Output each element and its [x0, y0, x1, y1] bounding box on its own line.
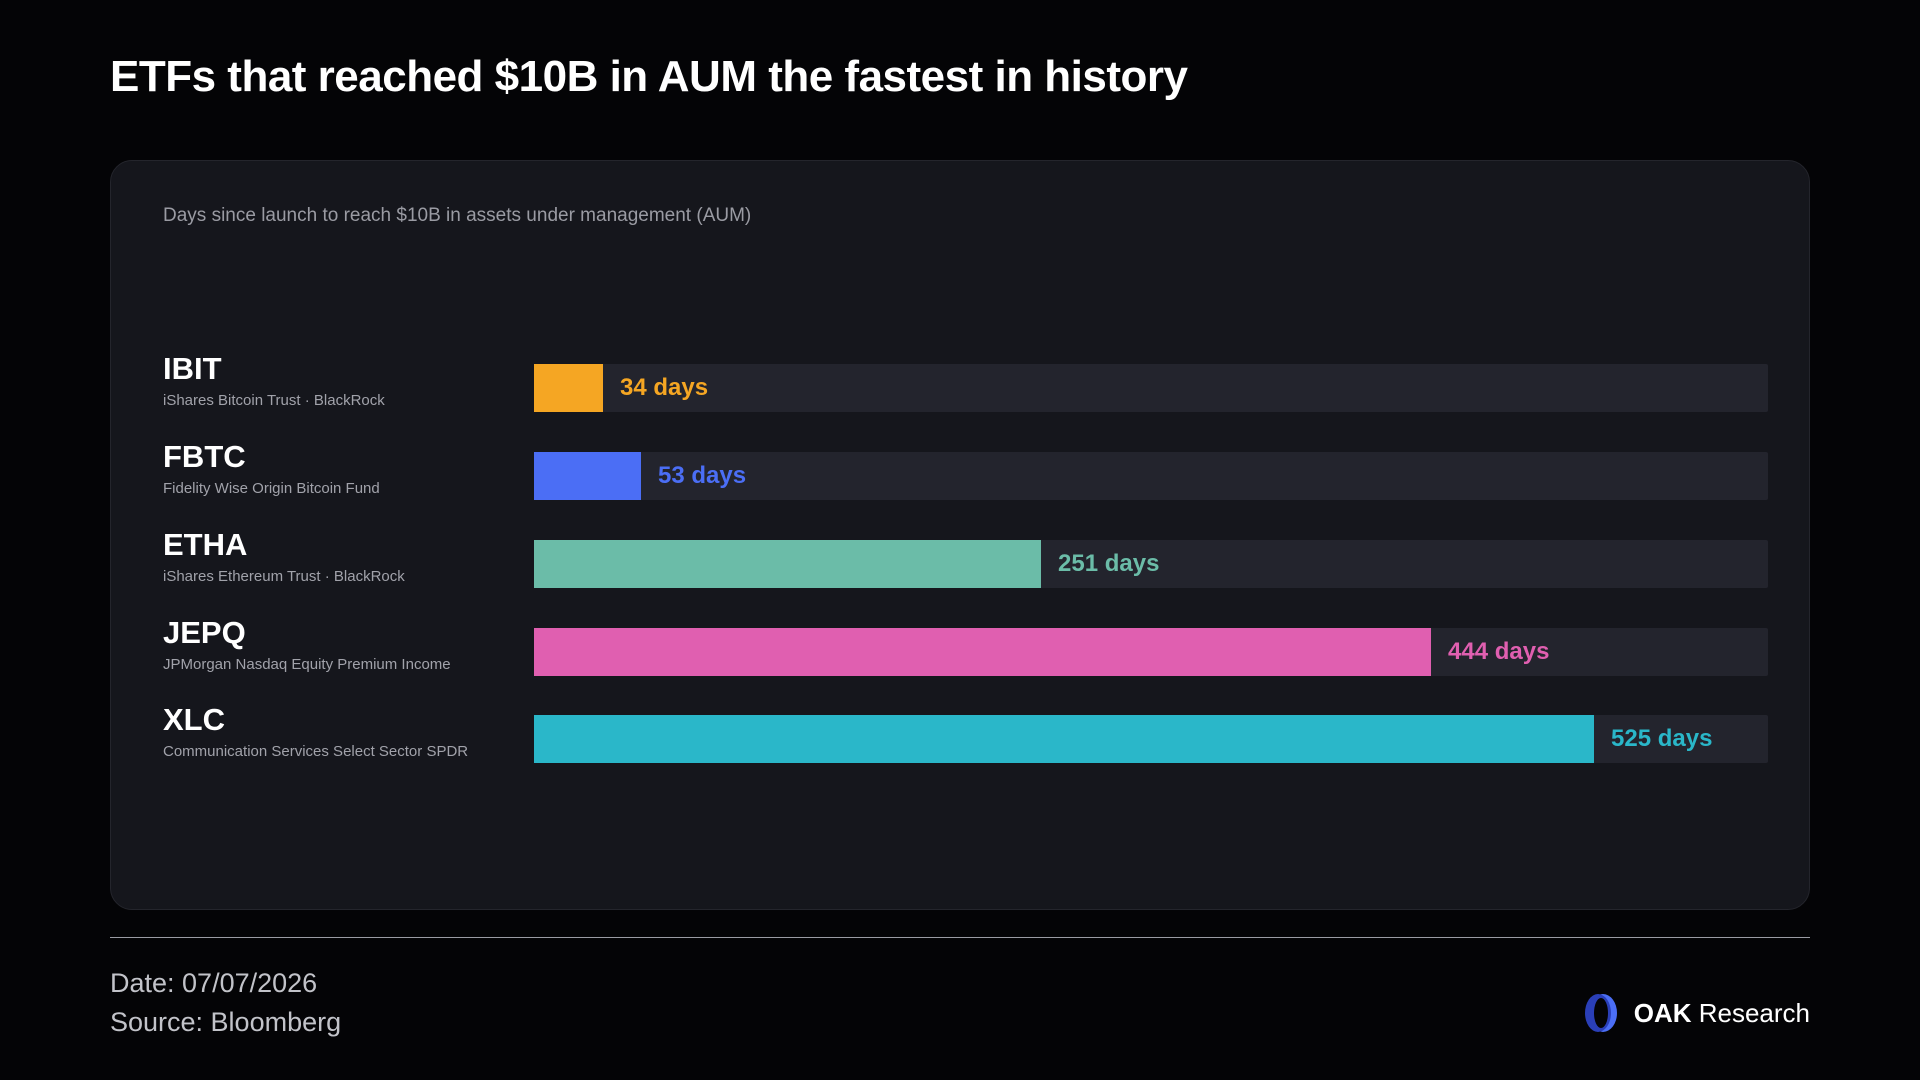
- ticker-label: FBTC: [163, 439, 246, 474]
- fund-name: JPMorgan Nasdaq Equity Premium Income: [163, 656, 451, 673]
- bar-track: 34 days: [534, 364, 1768, 412]
- brand-name: OAK Research: [1634, 998, 1810, 1029]
- bar-row: JEPQ JPMorgan Nasdaq Equity Premium Incom…: [163, 615, 1768, 695]
- bar-row: XLC Communication Services Select Sector …: [163, 702, 1768, 782]
- chart-title: ETFs that reached $10B in AUM the fastes…: [110, 52, 1188, 101]
- oak-logo-icon: [1584, 994, 1617, 1032]
- value-label: 444 days: [1448, 638, 1550, 665]
- ticker-label: ETHA: [163, 527, 248, 562]
- brand-name-rest: Research: [1691, 997, 1810, 1028]
- bar-row: IBIT iShares Bitcoin Trust · BlackRock 34 …: [163, 351, 1768, 431]
- fund-name: iShares Bitcoin Trust · BlackRock: [163, 392, 385, 409]
- bar-track: 525 days: [534, 715, 1768, 763]
- ticker-label: IBIT: [163, 351, 222, 386]
- fund-name: Communication Services Select Sector SPD…: [163, 743, 469, 760]
- bar-track: 444 days: [534, 628, 1768, 676]
- value-label: 251 days: [1058, 550, 1160, 577]
- footer-divider: [110, 937, 1810, 938]
- bar: [534, 364, 603, 412]
- footer-info: Date: 07/07/2026 Source: Bloomberg: [110, 964, 341, 1042]
- footer-source: Source: Bloomberg: [110, 1007, 342, 1037]
- ticker-label: XLC: [163, 702, 225, 737]
- value-label: 525 days: [1611, 725, 1713, 752]
- bar: [534, 628, 1431, 676]
- value-label: 34 days: [620, 374, 709, 401]
- bar: [534, 452, 641, 500]
- ticker-label: JEPQ: [163, 615, 246, 650]
- bar-row: FBTC Fidelity Wise Origin Bitcoin Fund 53 …: [163, 439, 1768, 519]
- value-label: 53 days: [658, 462, 747, 489]
- bar-track: 251 days: [534, 540, 1768, 588]
- brand-name-bold: OAK: [1633, 997, 1692, 1028]
- fund-name: iShares Ethereum Trust · BlackRock: [163, 568, 405, 585]
- bar: [534, 715, 1594, 763]
- fund-name: Fidelity Wise Origin Bitcoin Fund: [163, 480, 380, 497]
- chart-subtitle: Days since launch to reach $10B in asset…: [163, 205, 752, 226]
- bar: [534, 540, 1041, 588]
- footer-date: Date: 07/07/2026: [110, 968, 318, 998]
- bar-rows: IBIT iShares Bitcoin Trust · BlackRock 34 …: [163, 161, 1768, 911]
- chart-card: Days since launch to reach $10B in asset…: [110, 160, 1810, 910]
- bar-track: 53 days: [534, 452, 1768, 500]
- brand: OAK Research: [1582, 993, 1810, 1033]
- bar-row: ETHA iShares Ethereum Trust · BlackRock 25…: [163, 527, 1768, 607]
